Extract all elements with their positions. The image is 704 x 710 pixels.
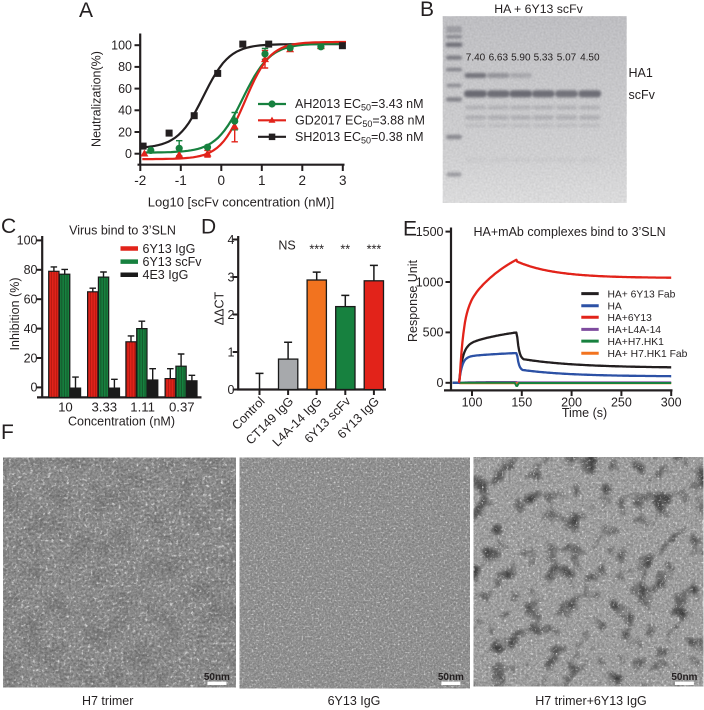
svg-text:1.11: 1.11 bbox=[130, 400, 155, 415]
svg-text:10: 10 bbox=[58, 400, 73, 415]
svg-text:60: 60 bbox=[118, 82, 132, 96]
svg-text:H7 trimer: H7 trimer bbox=[82, 694, 133, 708]
svg-text:HA1: HA1 bbox=[629, 66, 653, 80]
svg-text:0: 0 bbox=[437, 376, 444, 390]
svg-text:4: 4 bbox=[228, 233, 235, 247]
svg-text:100: 100 bbox=[462, 396, 483, 410]
svg-text:1000: 1000 bbox=[416, 275, 444, 289]
svg-text:Inhibition (%): Inhibition (%) bbox=[8, 278, 22, 351]
svg-text:4.50: 4.50 bbox=[580, 53, 600, 64]
svg-text:2: 2 bbox=[228, 308, 235, 322]
svg-text:E: E bbox=[403, 218, 417, 241]
svg-text:0: 0 bbox=[218, 173, 226, 188]
svg-text:300: 300 bbox=[661, 396, 682, 410]
svg-text:7.40: 7.40 bbox=[466, 53, 486, 64]
svg-text:5.90: 5.90 bbox=[511, 53, 531, 64]
svg-text:1: 1 bbox=[228, 345, 235, 359]
svg-text:F: F bbox=[1, 421, 14, 444]
svg-text:4E3 IgG: 4E3 IgG bbox=[143, 268, 189, 282]
svg-text:20: 20 bbox=[118, 125, 132, 139]
svg-text:Virus bind to 3’SLN: Virus bind to 3’SLN bbox=[69, 224, 176, 238]
svg-text:200: 200 bbox=[561, 396, 582, 410]
svg-text:1: 1 bbox=[258, 173, 266, 188]
svg-text:6Y13 scFv: 6Y13 scFv bbox=[143, 255, 203, 269]
svg-text:2: 2 bbox=[299, 173, 307, 188]
svg-text:AH2013 EC50=3.43 nM: AH2013 EC50=3.43 nM bbox=[295, 97, 424, 113]
svg-text:6Y13 IgG: 6Y13 IgG bbox=[328, 694, 381, 708]
svg-text:ΔΔCT: ΔΔCT bbox=[213, 291, 227, 325]
svg-text:Time (s): Time (s) bbox=[562, 406, 607, 420]
svg-text:100: 100 bbox=[17, 234, 38, 248]
svg-text:80: 80 bbox=[118, 60, 132, 74]
svg-text:HA+ 6Y13 Fab: HA+ 6Y13 Fab bbox=[608, 289, 676, 300]
svg-text:6.63: 6.63 bbox=[489, 53, 509, 64]
svg-text:-2: -2 bbox=[134, 173, 146, 188]
svg-text:150: 150 bbox=[511, 396, 532, 410]
svg-text:250: 250 bbox=[611, 396, 632, 410]
svg-text:50nm: 50nm bbox=[438, 672, 464, 683]
svg-text:A: A bbox=[79, 0, 93, 22]
svg-text:60: 60 bbox=[24, 293, 38, 307]
svg-text:6Y13 IgG: 6Y13 IgG bbox=[143, 242, 196, 256]
svg-text:***: *** bbox=[367, 243, 382, 257]
svg-text:5.33: 5.33 bbox=[534, 53, 554, 64]
svg-text:B: B bbox=[420, 0, 434, 21]
svg-text:GD2017 EC50=3.88 nM: GD2017 EC50=3.88 nM bbox=[295, 113, 425, 129]
svg-text:HA+ H7.HK1 Fab: HA+ H7.HK1 Fab bbox=[608, 349, 688, 360]
svg-text:500: 500 bbox=[423, 326, 444, 340]
svg-text:***: *** bbox=[309, 243, 324, 257]
svg-text:HA+L4A-14: HA+L4A-14 bbox=[608, 325, 662, 336]
svg-text:3.33: 3.33 bbox=[91, 400, 117, 415]
svg-text:3: 3 bbox=[228, 270, 235, 284]
svg-text:40: 40 bbox=[24, 322, 38, 336]
svg-text:40: 40 bbox=[118, 104, 132, 118]
svg-text:3: 3 bbox=[339, 173, 347, 188]
svg-text:0: 0 bbox=[31, 381, 38, 395]
svg-text:NS: NS bbox=[278, 239, 295, 253]
svg-text:HA + 6Y13 scFv: HA + 6Y13 scFv bbox=[494, 2, 583, 16]
svg-text:Log10 [scFv concentration (nM): Log10 [scFv concentration (nM)] bbox=[148, 195, 334, 210]
svg-text:1500: 1500 bbox=[416, 225, 444, 239]
svg-text:**: ** bbox=[340, 243, 350, 257]
svg-text:D: D bbox=[201, 216, 216, 239]
svg-text:C: C bbox=[1, 215, 16, 238]
svg-text:Concentration (nM): Concentration (nM) bbox=[68, 415, 175, 429]
svg-text:Neutralization(%): Neutralization(%) bbox=[90, 51, 104, 147]
svg-text:80: 80 bbox=[24, 263, 38, 277]
svg-text:50nm: 50nm bbox=[671, 672, 697, 683]
svg-text:-1: -1 bbox=[175, 173, 187, 188]
svg-text:0: 0 bbox=[125, 147, 132, 161]
svg-text:5.07: 5.07 bbox=[557, 53, 577, 64]
svg-text:SH2013 EC50=0.38 nM: SH2013 EC50=0.38 nM bbox=[295, 130, 424, 146]
svg-text:0.37: 0.37 bbox=[169, 400, 195, 415]
svg-text:H7 trimer+6Y13 IgG: H7 trimer+6Y13 IgG bbox=[535, 694, 647, 708]
svg-text:50nm: 50nm bbox=[204, 672, 230, 683]
svg-text:0: 0 bbox=[228, 383, 235, 397]
svg-text:scFv: scFv bbox=[629, 88, 656, 102]
svg-text:HA+6Y13: HA+6Y13 bbox=[608, 313, 653, 324]
svg-text:HA+mAb complexes bind to 3’SLN: HA+mAb complexes bind to 3’SLN bbox=[474, 225, 666, 239]
svg-text:20: 20 bbox=[24, 351, 38, 365]
svg-text:HA: HA bbox=[608, 301, 622, 312]
svg-text:Response Unit: Response Unit bbox=[406, 259, 420, 342]
svg-text:100: 100 bbox=[111, 39, 132, 53]
svg-text:HA+H7.HK1: HA+H7.HK1 bbox=[608, 337, 665, 348]
